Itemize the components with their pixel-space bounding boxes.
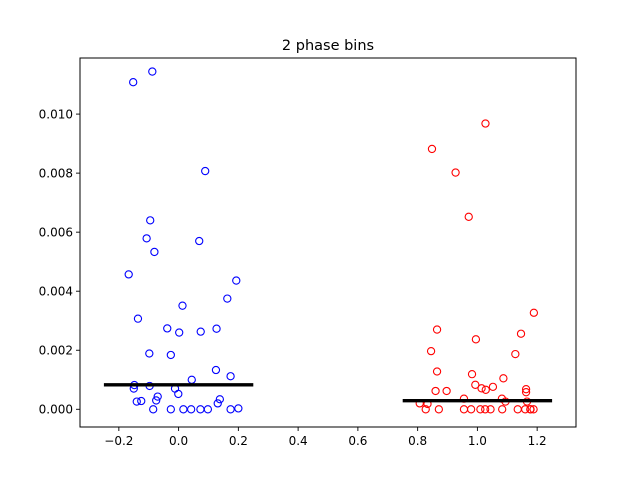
data-point [486, 405, 495, 414]
x-tick-label: 0.6 [348, 434, 367, 448]
data-point [421, 405, 430, 414]
data-point [212, 324, 221, 333]
data-point [213, 399, 222, 408]
data-point [464, 212, 473, 221]
data-point [179, 405, 188, 414]
data-point [426, 346, 436, 356]
y-tick-label: 0.002 [39, 344, 73, 358]
data-point [516, 329, 526, 338]
data-point [499, 374, 508, 383]
data-point [201, 166, 210, 176]
data-point [166, 350, 175, 360]
data-point [145, 349, 154, 358]
data-point [498, 405, 507, 414]
data-point [481, 385, 490, 394]
data-point [203, 405, 213, 414]
x-tick-label: 0.8 [408, 434, 427, 448]
x-tick-label: 0.4 [289, 434, 308, 448]
data-point [153, 392, 162, 401]
data-point [226, 405, 235, 414]
x-tick-label: 1.0 [468, 434, 487, 448]
plot-frame [79, 57, 577, 428]
data-point [521, 405, 530, 414]
axes-layer: −0.2 0.0 0.2 0.4 0.6 0.8 1.0 1.2 0.000 0.002 0.004… [39, 107, 547, 448]
data-point [459, 405, 469, 414]
y-tick-label: 0.008 [39, 166, 73, 180]
data-point [529, 308, 539, 317]
data-point [152, 396, 161, 405]
series-1-points [415, 119, 539, 414]
data-point [529, 405, 538, 414]
data-point [471, 335, 481, 344]
data-point [232, 276, 241, 285]
data-point [124, 270, 133, 279]
data-point [481, 405, 490, 414]
data-point [432, 325, 442, 334]
data-point [234, 404, 243, 413]
data-point [451, 168, 460, 177]
data-point [178, 301, 187, 310]
y-tick-label: 0.000 [39, 403, 73, 417]
x-tick-label: 0.2 [229, 434, 248, 448]
y-tick-label: 0.006 [39, 225, 73, 239]
marks-layer [103, 67, 553, 414]
data-point [521, 385, 531, 394]
data-point [431, 386, 440, 396]
data-point [442, 386, 451, 396]
data-point [477, 384, 486, 393]
y-tick-label: 0.004 [39, 285, 73, 299]
data-point [196, 327, 205, 336]
data-point [211, 365, 221, 375]
data-point [142, 234, 151, 243]
chart-title: 2 phase bins [282, 38, 374, 54]
data-point [146, 216, 155, 225]
data-point [149, 405, 158, 414]
data-point [434, 405, 443, 414]
data-point [488, 382, 498, 391]
data-point [215, 395, 224, 404]
data-point [129, 78, 138, 87]
x-tick-label: −0.2 [104, 434, 133, 448]
data-point [481, 119, 490, 128]
data-point [476, 405, 485, 414]
data-point [132, 397, 141, 406]
data-point [186, 405, 196, 414]
data-point [223, 294, 232, 303]
y-tick-label: 0.010 [39, 107, 73, 121]
data-point [427, 144, 437, 154]
data-point [521, 388, 531, 397]
series-0-points [124, 67, 243, 414]
data-point [166, 405, 175, 414]
data-point [511, 349, 520, 359]
data-point [432, 367, 442, 376]
x-tick-label: 0.0 [169, 434, 188, 448]
data-point [175, 328, 184, 337]
data-point [226, 372, 235, 381]
x-tick-label: 1.2 [528, 434, 547, 448]
data-point [526, 405, 535, 414]
data-point [133, 314, 143, 323]
data-point [148, 67, 157, 76]
data-point [195, 236, 204, 246]
data-point [174, 389, 183, 399]
data-point [163, 324, 172, 333]
data-point [467, 370, 477, 379]
data-point [471, 380, 480, 389]
data-point [137, 396, 146, 406]
data-point [150, 247, 159, 257]
